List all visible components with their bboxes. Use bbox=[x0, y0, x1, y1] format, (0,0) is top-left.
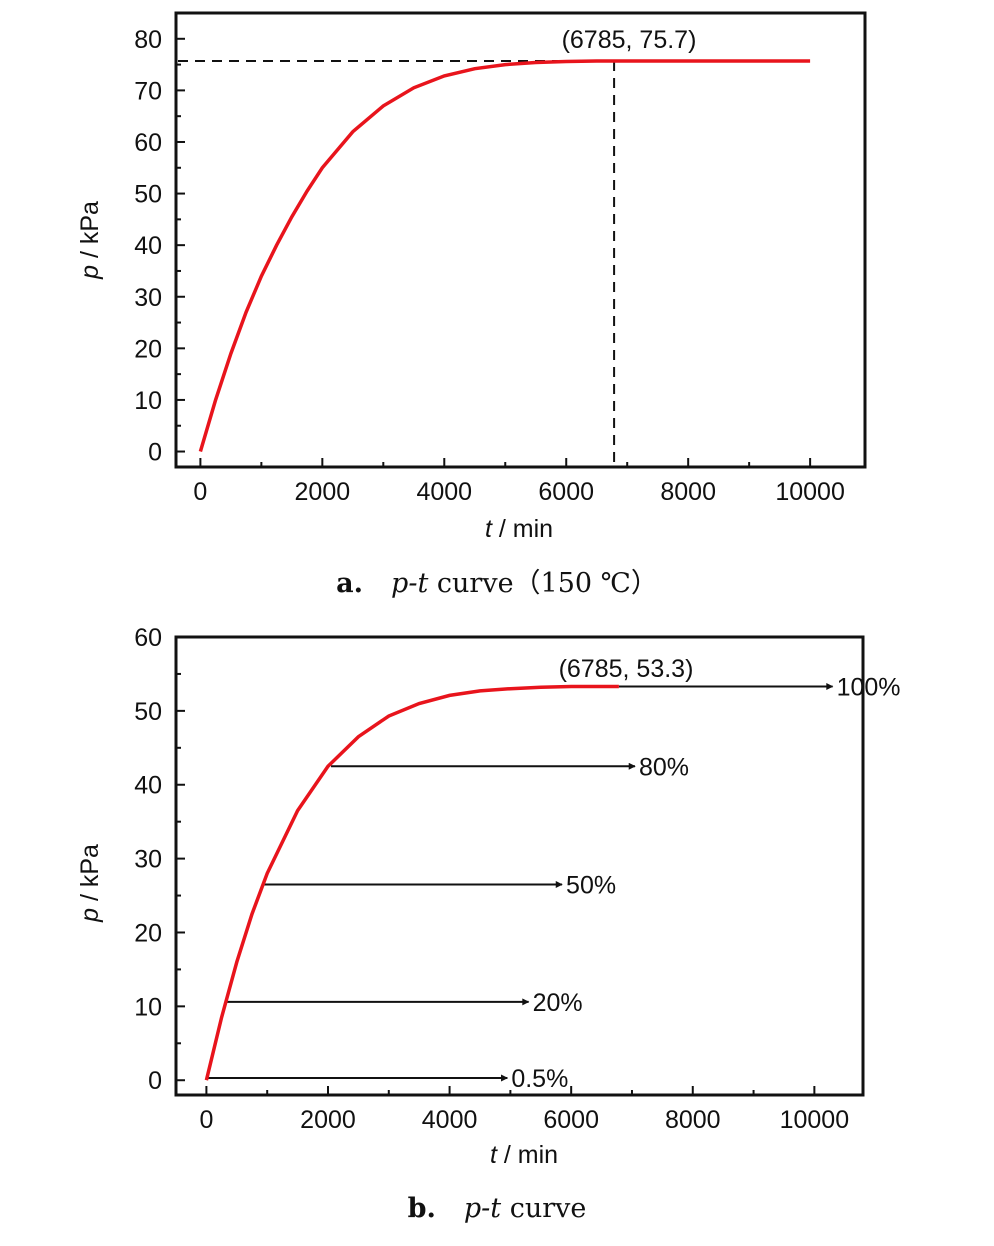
x-axis-title-a: t / min bbox=[485, 515, 553, 543]
x-tick-label: 0 bbox=[193, 478, 207, 506]
caption-t-b: t bbox=[490, 1193, 501, 1224]
y-tick-label: 60 bbox=[134, 624, 162, 652]
y-tick-label: 10 bbox=[134, 387, 162, 415]
y-tick-label: 70 bbox=[134, 77, 162, 105]
xlabel-unit-b: / min bbox=[497, 1141, 558, 1169]
ticks-a: 0 2000 4000 6000 8000 10000 0 10 20 30 40 50 60 70 80 bbox=[134, 26, 845, 506]
x-axis-title-b: t / min bbox=[490, 1141, 558, 1169]
y-axis-title-b: p / kPa bbox=[76, 844, 104, 923]
series-line-a bbox=[198, 59, 811, 452]
xlabel-var-b: t bbox=[490, 1141, 498, 1169]
percent-label: 20% bbox=[533, 989, 583, 1017]
x-tick-label: 2000 bbox=[295, 478, 351, 506]
plot-frame-a bbox=[174, 11, 867, 469]
caption-p-b: p bbox=[464, 1193, 481, 1224]
y-tick-label: 0 bbox=[148, 439, 162, 467]
x-tick-label: 4000 bbox=[416, 478, 472, 506]
y-tick-label: 30 bbox=[134, 284, 162, 312]
caption-b: b. p-t curve bbox=[408, 1193, 587, 1224]
y-tick-label: 30 bbox=[134, 846, 162, 874]
panel-a: 0 2000 4000 6000 8000 1000001020304050607080 … bbox=[76, 11, 867, 599]
caption-text-a: curve（150 ℃） bbox=[428, 568, 658, 599]
caption-letter-a: a. bbox=[336, 568, 363, 599]
series-line-b bbox=[204, 684, 619, 1081]
panel-b: 0 2000 4000 6000 8000 10000 0 10 20 30 40 50 60 0.5%… bbox=[76, 624, 901, 1224]
svg-text:p / kPa: p / kPa bbox=[76, 844, 104, 923]
percent-label: 0.5% bbox=[511, 1065, 568, 1093]
marker-label-a: (6785, 75.7) bbox=[562, 26, 697, 54]
x-tick-label: 6000 bbox=[543, 1106, 599, 1134]
ticks-b: 0 2000 4000 6000 8000 10000 0 10 20 30 40 50 60 bbox=[134, 624, 849, 1134]
y-tick-label: 20 bbox=[134, 919, 162, 947]
caption-p-a: p bbox=[391, 568, 408, 599]
x-tick-label: 6000 bbox=[538, 478, 594, 506]
y-tick-label: 60 bbox=[134, 129, 162, 157]
y-axis-title-a: p / kPa bbox=[76, 201, 104, 280]
arrows-b: 0.5% 20% 50% 80% 100% bbox=[206, 673, 901, 1093]
plot-frame-b bbox=[174, 635, 865, 1097]
percent-label: 80% bbox=[639, 753, 689, 781]
ylabel-var-b: p bbox=[76, 908, 104, 923]
y-tick-label: 0 bbox=[148, 1067, 162, 1095]
percent-label: 100% bbox=[837, 673, 901, 701]
xlabel-var-a: t bbox=[485, 515, 493, 543]
x-tick-label: 10000 bbox=[775, 478, 845, 506]
y-tick-label: 40 bbox=[134, 232, 162, 260]
ylabel-unit-b: / kPa bbox=[76, 844, 104, 908]
caption-t-a: t bbox=[417, 568, 428, 599]
percent-label: 50% bbox=[566, 871, 616, 899]
x-tick-label: 8000 bbox=[665, 1106, 721, 1134]
x-tick-label: 4000 bbox=[422, 1106, 478, 1134]
y-tick-label: 40 bbox=[134, 772, 162, 800]
y-tick-label: 80 bbox=[134, 26, 162, 54]
ylabel-var-a: p bbox=[76, 265, 104, 280]
y-tick-label: 50 bbox=[134, 181, 162, 209]
ylabel-unit-a: / kPa bbox=[76, 201, 104, 265]
x-tick-label: 8000 bbox=[660, 478, 716, 506]
y-tick-label: 10 bbox=[134, 993, 162, 1021]
x-tick-label: 10000 bbox=[780, 1106, 850, 1134]
svg-text:p / kPa: p / kPa bbox=[76, 201, 104, 280]
marker-label-b: (6785, 53.3) bbox=[559, 655, 694, 683]
x-tick-label: 2000 bbox=[300, 1106, 356, 1134]
y-tick-label: 50 bbox=[134, 698, 162, 726]
caption-letter-b: b. bbox=[408, 1193, 436, 1224]
xlabel-unit-a: / min bbox=[492, 515, 553, 543]
caption-text-b: curve bbox=[501, 1193, 586, 1224]
y-tick-label: 20 bbox=[134, 335, 162, 363]
x-tick-label: 0 bbox=[199, 1106, 213, 1134]
caption-a: a. p-t curve（150 ℃） bbox=[336, 568, 658, 599]
